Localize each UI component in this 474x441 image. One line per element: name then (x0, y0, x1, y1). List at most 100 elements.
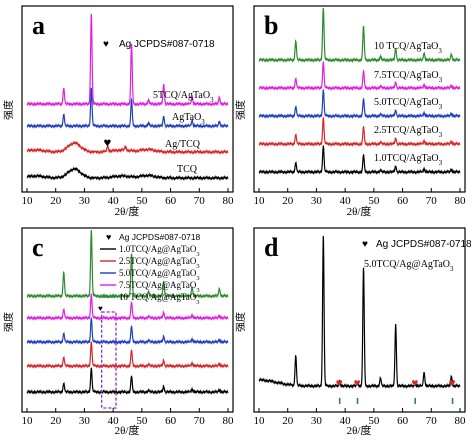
x-tick-label: 60 (397, 195, 409, 207)
x-tick-label: 10 (22, 195, 34, 207)
panel-b-plot (258, 7, 461, 176)
x-tick-label: 50 (368, 415, 380, 427)
series-line-10-tcq-agtao3 (258, 7, 461, 64)
ag-peak-marker: ♥ (336, 379, 343, 388)
ag-peak-marker: ♥ (353, 379, 360, 388)
panel-a-series-label-1: TCQ (177, 164, 198, 175)
series-line-agtao3 (26, 87, 229, 130)
panel-a: ♥ a ♥ Ag JCPDS#087-0718 5TCQ/AgTaO3 AgTa… (2, 5, 235, 218)
x-tick-label: 40 (108, 415, 120, 427)
ag-region-highlight (101, 311, 117, 409)
panel-d-plot: ♥ ♥ ♥ ♥ (258, 235, 461, 404)
ag-peak-marker: ♥ (103, 139, 111, 149)
series-line-5-0tcq-agtao3 (258, 89, 461, 120)
panel-b-ylabel: 强度 (234, 100, 247, 120)
series-line-10-tcq-ag-agtao3 (26, 229, 229, 300)
series-line-7-5tcq-ag-agtao3 (26, 293, 229, 322)
panel-c-xlabel: 2θ/度 (115, 423, 140, 437)
panel-c-xticks: 10 20 30 40 50 60 70 80 (22, 408, 235, 427)
x-tick-label: 50 (368, 195, 380, 207)
panel-d-xlabel: 2θ/度 (347, 423, 372, 437)
x-tick-label: 20 (282, 415, 294, 427)
series-line-ag-tcq (26, 140, 229, 156)
series-line-7-5tcq-agtao3 (258, 61, 461, 92)
x-tick-label: 80 (223, 195, 235, 207)
panel-d-sample-label: 5.0TCQ/Ag@AgTaO3 (364, 259, 454, 273)
series-line-5tcq-agtao3 (26, 13, 229, 108)
panel-b: b 10 TCQ/AgTaO3 7.5TCQ/AgTaO3 5.0TCQ/AgT… (234, 5, 467, 218)
x-tick-label: 10 (22, 415, 34, 427)
x-tick-label: 40 (108, 195, 120, 207)
x-tick-label: 20 (50, 195, 62, 207)
panel-c-ylabel: 强度 (2, 312, 15, 332)
x-tick-label: 50 (136, 195, 148, 207)
x-tick-label: 50 (136, 415, 148, 427)
panel-b-series-label-5: 10 TCQ/AgTaO3 (374, 41, 442, 55)
panel-a-legend-heart: ♥ (103, 39, 109, 50)
panel-c-legend: ♥ Ag JCPDS#087-0718 1.0TCQ/Ag@AgTaO3 2.5… (100, 232, 201, 306)
panel-a-series-label-4: 5TCQ/AgTaO3 (153, 90, 214, 104)
panel-c: c ♥ Ag JCPDS#087-0718 1.0TCQ/Ag@AgTaO3 2… (2, 227, 235, 437)
panel-d-legend-heart: ♥ (362, 239, 368, 250)
panel-b-letter: b (264, 11, 278, 40)
panel-c-letter: c (32, 233, 44, 262)
panel-a-xticks: 10 20 30 40 50 60 70 80 (22, 188, 235, 207)
panel-d: ♥ ♥ ♥ ♥ d ♥ Ag JCPDS#087-0718 5.0TCQ/Ag@AgT… (234, 227, 472, 437)
panel-c-legend-heart: ♥ (106, 232, 111, 242)
panel-b-xlabel: 2θ/度 (347, 204, 372, 218)
panel-c-legend-item-0: Ag JCPDS#087-0718 (119, 232, 201, 242)
x-tick-label: 30 (79, 415, 91, 427)
ag-peak-marker: ♥ (411, 379, 418, 388)
panel-d-legend: Ag JCPDS#087-0718 (376, 239, 472, 250)
x-tick-label: 30 (311, 195, 323, 207)
x-tick-label: 40 (340, 195, 352, 207)
x-tick-label: 60 (397, 415, 409, 427)
x-tick-label: 80 (455, 415, 467, 427)
x-tick-label: 10 (254, 415, 266, 427)
panel-a-letter: a (32, 11, 45, 40)
panel-b-frame (253, 5, 466, 193)
x-tick-label: 20 (282, 195, 294, 207)
series-line-2-5tcq-agtao3 (258, 117, 461, 148)
panel-a-series-label-3: AgTaO3 (172, 112, 205, 126)
x-tick-label: 30 (79, 195, 91, 207)
x-tick-label: 10 (254, 195, 266, 207)
series-line-1-0tcq-agtao3 (258, 145, 461, 176)
panel-a-legend: Ag JCPDS#087-0718 (119, 39, 215, 50)
series-line-2-5tcq-ag-agtao3 (26, 341, 229, 370)
ag-peak-marker: ♥ (449, 379, 456, 388)
x-tick-label: 40 (340, 415, 352, 427)
panel-d-xticks: 10 20 30 40 50 60 70 80 (254, 408, 467, 427)
panel-c-frame (21, 227, 234, 413)
panel-d-ylabel: 强度 (234, 312, 247, 332)
panel-d-letter: d (264, 233, 279, 262)
x-tick-label: 20 (50, 415, 62, 427)
x-tick-label: 70 (194, 195, 206, 207)
panel-d-frame (253, 227, 466, 413)
panel-b-series-label-1: 1.0TCQ/AgTaO3 (374, 153, 443, 167)
panel-b-series-label-2: 2.5TCQ/AgTaO3 (374, 125, 443, 139)
series-line-1-0tcq-ag-agtao3 (26, 367, 229, 396)
series-line-tcq (26, 166, 229, 182)
panel-b-series-label-4: 7.5TCQ/AgTaO3 (374, 70, 443, 84)
x-tick-label: 60 (165, 195, 177, 207)
panel-b-xticks: 10 20 30 40 50 60 70 80 (254, 188, 467, 207)
panel-a-ylabel: 强度 (2, 100, 15, 120)
x-tick-label: 80 (455, 195, 467, 207)
panel-c-heart-marker: ♥ (98, 304, 103, 313)
x-tick-label: 70 (194, 415, 206, 427)
x-tick-label: 30 (311, 415, 323, 427)
x-tick-label: 70 (426, 415, 438, 427)
x-tick-label: 60 (165, 415, 177, 427)
panel-a-frame (21, 5, 234, 193)
series-line-5-0tcq-ag-agtao3 (258, 235, 461, 390)
x-tick-label: 80 (223, 415, 235, 427)
panel-a-series-label-2: Ag/TCQ (165, 139, 201, 150)
series-line-5-0tcq-ag-agtao3 (26, 317, 229, 346)
panel-c-plot (26, 229, 229, 409)
panel-a-xlabel: 2θ/度 (115, 204, 140, 218)
panel-a-plot: ♥ (26, 13, 229, 182)
panel-b-series-label-3: 5.0TCQ/AgTaO3 (374, 97, 443, 111)
x-tick-label: 70 (426, 195, 438, 207)
